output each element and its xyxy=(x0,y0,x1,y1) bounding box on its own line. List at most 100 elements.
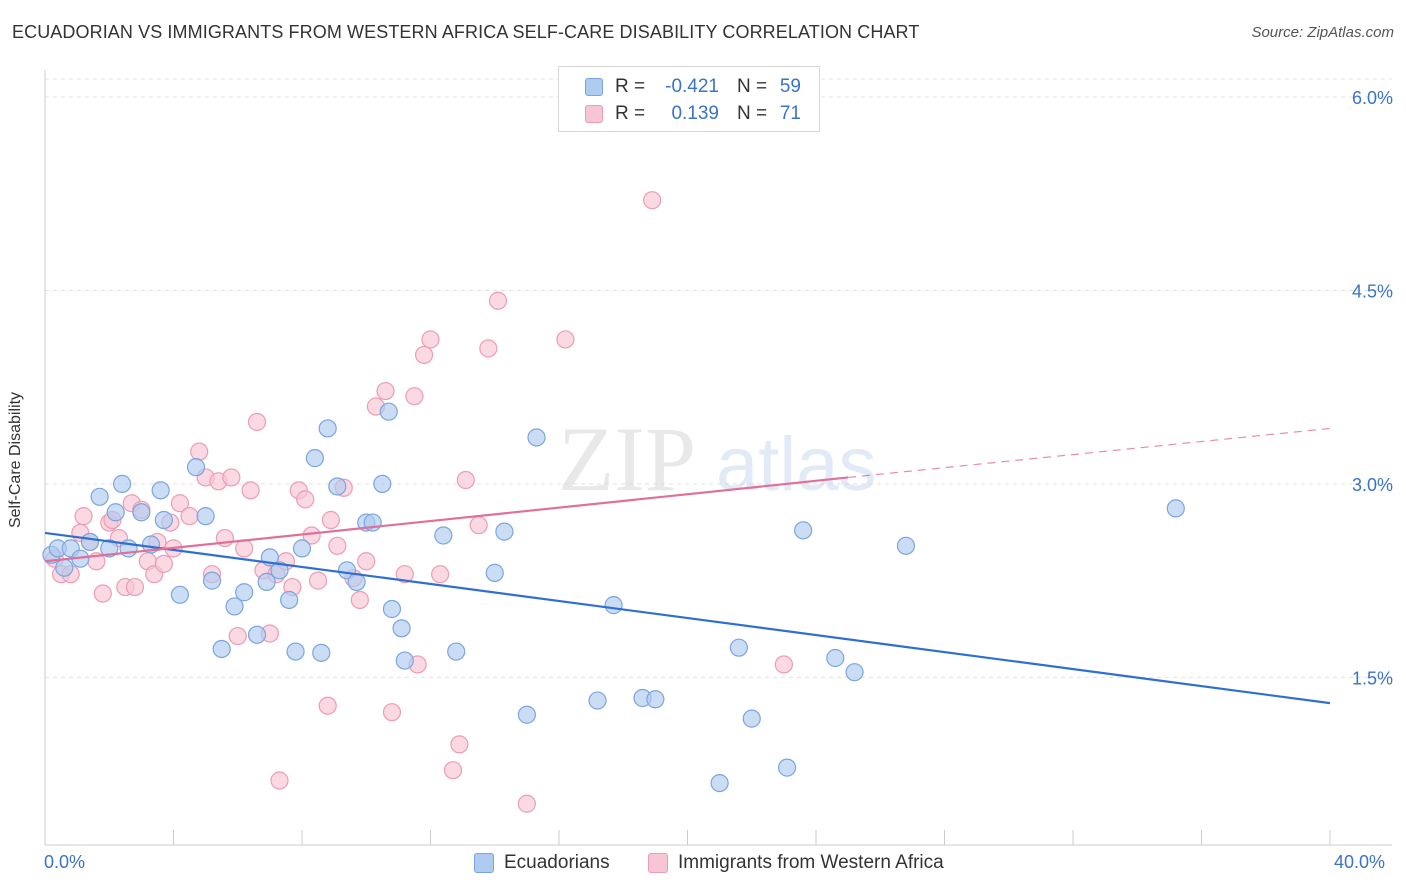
ecuadorian-point xyxy=(646,690,665,709)
legend-row-ecuadorians: R = -0.421 N = 59 xyxy=(585,74,801,100)
western-africa-point xyxy=(774,655,793,674)
legend-r-label: R = xyxy=(615,76,646,97)
series-legend: Ecuadorians Immigrants from Western Afri… xyxy=(0,852,1406,876)
axes xyxy=(44,70,1392,846)
western-africa-point xyxy=(328,536,347,555)
legend-row-western-africa: R = 0.139 N = 71 xyxy=(585,101,801,127)
western-africa-point xyxy=(469,516,488,535)
ecuadorian-point xyxy=(395,651,414,670)
western-africa-point xyxy=(321,510,341,530)
ecuadorian-point xyxy=(55,558,74,577)
legend-n-value: 59 xyxy=(779,76,801,97)
western-africa-point xyxy=(382,703,402,722)
y-tick-label: 6.0% xyxy=(1352,88,1393,108)
western-africa-point xyxy=(414,345,434,365)
ecuadorian-point xyxy=(373,474,392,493)
ecuadorian-point xyxy=(434,526,453,545)
legend-n-label: N = xyxy=(737,76,768,97)
western-africa-point xyxy=(247,412,267,432)
ecuadorian-point xyxy=(794,521,813,540)
source-label: Source: ZipAtlas.com xyxy=(1251,24,1394,41)
western-africa-point xyxy=(93,584,112,603)
ecuadorian-point xyxy=(292,539,312,558)
legend-swatch-pink xyxy=(585,105,603,123)
watermark: ZIP atlas xyxy=(558,408,877,510)
ecuadorian-point xyxy=(1166,499,1185,518)
western-africa-point xyxy=(222,468,241,487)
western-africa-point xyxy=(308,571,328,590)
western-africa-point xyxy=(318,696,337,715)
y-tick-label: 4.5% xyxy=(1352,281,1393,301)
data-points xyxy=(42,191,1185,813)
ecuadorian-point xyxy=(280,590,299,610)
ecuadorian-point xyxy=(826,648,845,668)
y-tick-labels: 1.5% 3.0% 4.5% 6.0% xyxy=(1352,88,1393,688)
western-africa-point xyxy=(241,481,260,500)
ecuadorian-trend-line xyxy=(44,531,1331,705)
western-africa-point xyxy=(643,191,662,210)
western-africa-point xyxy=(395,565,414,584)
ecuadorian-point xyxy=(196,507,215,526)
series-legend-label: Immigrants from Western Africa xyxy=(678,852,944,873)
ecuadorian-point xyxy=(212,639,231,659)
ecuadorian-point xyxy=(186,458,206,477)
ecuadorian-point xyxy=(170,585,190,604)
western-africa-point xyxy=(270,771,289,790)
chart-title: ECUADORIAN VS IMMIGRANTS FROM WESTERN AF… xyxy=(12,22,920,42)
legend-r-value: 0.139 xyxy=(671,103,719,124)
x-tick-label-max: 40.0% xyxy=(1334,852,1386,872)
western-africa-point xyxy=(443,761,463,780)
legend-swatch-blue xyxy=(585,78,603,96)
western-africa-point xyxy=(450,735,469,754)
series-legend-western-africa[interactable]: Immigrants from Western Africa xyxy=(648,852,944,874)
legend-r-label: R = xyxy=(615,103,646,124)
western-africa-point xyxy=(74,507,93,526)
ecuadorian-point xyxy=(729,638,749,657)
western-africa-point xyxy=(350,590,369,610)
western-africa-trend-line xyxy=(44,476,849,563)
western-africa-point xyxy=(125,577,145,597)
western-africa-point xyxy=(456,470,475,490)
western-africa-point xyxy=(556,330,575,349)
western-africa-point xyxy=(517,794,536,813)
ecuadorian-point xyxy=(777,758,797,777)
x-tick-label-min: 0.0% xyxy=(44,852,86,872)
western-africa-point xyxy=(180,507,199,526)
series-legend-label: Ecuadorians xyxy=(504,852,610,873)
western-africa-point xyxy=(376,381,395,401)
ecuadorian-point xyxy=(845,663,864,682)
watermark-zip: ZIP xyxy=(558,408,696,510)
western-africa-point xyxy=(235,539,254,558)
ecuadorian-point xyxy=(495,522,514,541)
series-legend-ecuadorians[interactable]: Ecuadorians xyxy=(474,852,610,874)
ecuadorian-point xyxy=(80,532,100,552)
western-africa-point xyxy=(431,565,450,584)
western-africa-point xyxy=(154,554,173,573)
ecuadorian-point xyxy=(588,691,607,710)
legend-n-label: N = xyxy=(737,103,768,124)
series-swatch-blue xyxy=(474,853,494,873)
ecuadorian-point xyxy=(132,503,151,522)
ecuadorian-point xyxy=(305,449,324,468)
western-africa-point xyxy=(228,626,247,646)
ecuadorian-point xyxy=(270,561,289,580)
ecuadorian-point xyxy=(202,571,222,590)
western-africa-point xyxy=(479,339,498,358)
western-africa-point xyxy=(296,490,315,509)
western-africa-point xyxy=(302,526,321,545)
ecuadorian-point xyxy=(896,536,916,555)
trend-lines xyxy=(44,427,1331,705)
western-africa-point xyxy=(190,442,209,461)
ecuadorian-point xyxy=(392,619,411,638)
ecuadorian-point xyxy=(247,625,267,644)
y-tick-label: 1.5% xyxy=(1352,668,1393,688)
ecuadorian-point xyxy=(604,596,623,615)
ecuadorian-point xyxy=(710,773,729,793)
ecuadorian-point xyxy=(100,539,119,558)
ecuadorian-point xyxy=(90,487,109,506)
western-africa-point xyxy=(421,330,440,349)
ecuadorian-point xyxy=(112,474,132,493)
watermark-atlas: atlas xyxy=(716,422,877,507)
ecuadorian-point xyxy=(517,705,536,724)
